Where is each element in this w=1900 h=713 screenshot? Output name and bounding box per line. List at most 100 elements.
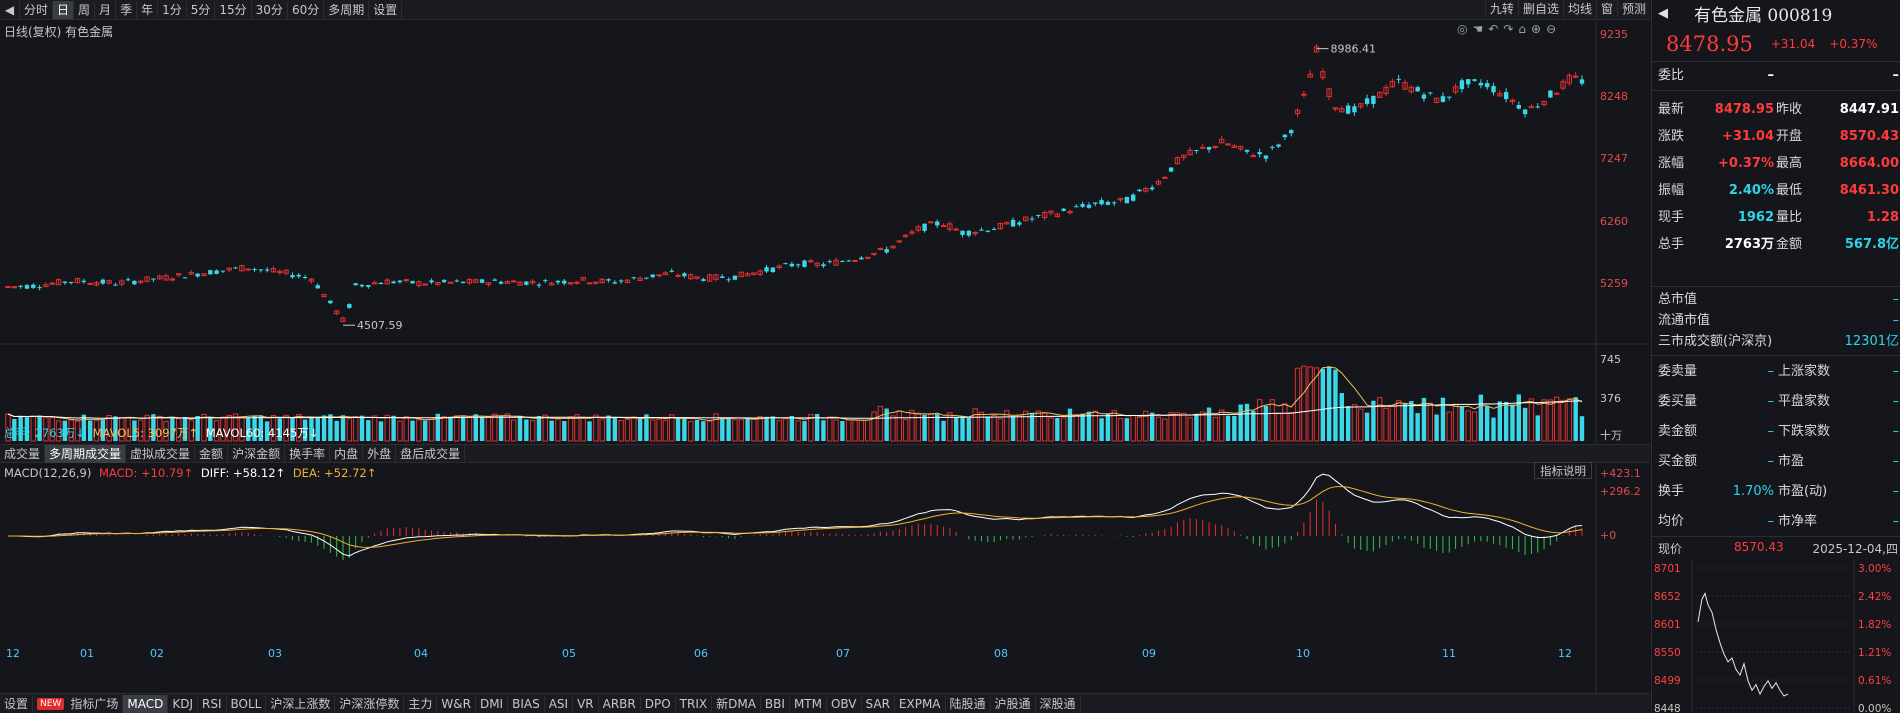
candle-body — [732, 275, 738, 280]
indicator-tab[interactable]: OBV — [827, 694, 862, 713]
volume-bar — [283, 414, 289, 442]
market-row: 三市成交额(沪深京) 12301亿 — [1652, 332, 1900, 352]
period-tab[interactable]: 年 — [137, 0, 159, 19]
volume-bar — [144, 414, 150, 442]
volume-bar — [182, 417, 188, 441]
candle-body — [1320, 71, 1326, 79]
indicator-tab[interactable]: BBI — [761, 694, 790, 713]
period-tab[interactable]: 5分 — [187, 0, 216, 19]
volume-unit: 十万 — [1600, 428, 1622, 442]
indicator-tab[interactable]: 沪深上涨数 — [266, 694, 336, 713]
indicator-tab[interactable]: 设置 — [0, 694, 34, 713]
zoom-in-icon[interactable]: ⊕ — [1531, 22, 1542, 36]
indicator-tab[interactable]: 指标广场 — [66, 694, 124, 713]
candle-body — [1004, 221, 1010, 225]
period-tab[interactable]: 30分 — [252, 0, 288, 19]
indicator-tab[interactable]: 陆股通 — [946, 694, 991, 713]
indicator-tab[interactable]: MACD — [123, 694, 169, 713]
period-tab[interactable]: 设置 — [369, 0, 403, 19]
period-tab[interactable]: 日 — [53, 0, 75, 19]
volume-tab[interactable]: 沪深金额 — [228, 444, 286, 463]
indicator-tab[interactable]: DPO — [641, 694, 676, 713]
indicator-tab[interactable]: SAR — [862, 694, 895, 713]
period-tab[interactable]: 多周期 — [324, 0, 370, 19]
indicator-tab[interactable]: BIAS — [508, 694, 545, 713]
indicator-help-button[interactable]: 指标说明 — [1534, 462, 1592, 479]
volume-bar — [1566, 398, 1573, 442]
volume-tab[interactable]: 外盘 — [363, 444, 397, 463]
period-tab[interactable]: 季 — [116, 0, 138, 19]
volume-bar — [346, 418, 353, 442]
period-tab[interactable]: 1分 — [158, 0, 187, 19]
volume-tab[interactable]: 盘后成交量 — [396, 444, 466, 463]
indicator-tab[interactable]: MTM — [790, 694, 827, 713]
market-row: 总市值 – — [1652, 290, 1900, 310]
candle-body — [985, 230, 990, 232]
volume-bar — [1528, 398, 1535, 442]
indicator-tab[interactable]: 沪股通 — [991, 694, 1036, 713]
volume-bar — [1124, 418, 1130, 441]
candle-body — [1244, 149, 1250, 152]
hand-icon[interactable]: ☚ — [1472, 22, 1484, 36]
indicator-tab[interactable]: 沪深涨停数 — [335, 694, 405, 713]
candle-body — [593, 281, 599, 284]
volume-tab[interactable]: 虚拟成交量 — [126, 444, 196, 463]
candle-body — [397, 280, 403, 283]
depth-row: 委买量 – 平盘家数 – — [1652, 392, 1900, 412]
nav-right-icon[interactable]: ◀ — [1658, 5, 1668, 21]
stock-header: ◀ 有色金属 000819 — [1658, 2, 1894, 26]
zoom-out-icon[interactable]: ⊖ — [1546, 22, 1557, 36]
undo-icon[interactable]: ↶ — [1488, 22, 1499, 36]
indicator-tab[interactable]: ARBR — [599, 694, 641, 713]
candle-body — [953, 228, 959, 231]
candle-body — [871, 252, 877, 255]
indicator-tab[interactable]: RSI — [198, 694, 227, 713]
candle-body — [1548, 90, 1553, 98]
toolbar-right-button[interactable]: 预测 — [1616, 0, 1650, 18]
indicator-tab[interactable]: BOLL — [227, 694, 267, 713]
toolbar-right-button[interactable]: 窗 — [1595, 0, 1617, 18]
indicator-tab[interactable]: ASI — [545, 694, 574, 713]
eye-icon[interactable]: ◎ — [1457, 22, 1468, 36]
nav-left-icon[interactable]: ◀ — [0, 0, 20, 19]
intraday-mini-chart[interactable]: 8701 3.00% 8652 2.42% 8601 1.82% 8550 1.21% 8499… — [1652, 560, 1900, 713]
redo-icon[interactable]: ↷ — [1503, 22, 1514, 36]
indicator-tab[interactable]: 主力 — [404, 694, 438, 713]
candle-body — [233, 267, 238, 269]
period-tab[interactable]: 周 — [74, 0, 96, 19]
quote-value-2: 567.8亿 — [1844, 237, 1899, 252]
volume-bar — [1187, 417, 1193, 442]
period-tab[interactable]: 分时 — [20, 0, 54, 19]
volume-tab[interactable]: 内盘 — [330, 444, 364, 463]
candle-body — [1509, 99, 1516, 103]
volume-tab[interactable]: 换手率 — [285, 444, 331, 463]
volume-bar — [960, 416, 965, 441]
indicator-tab[interactable]: 新DMA — [712, 694, 761, 713]
volume-bar — [1377, 397, 1383, 442]
indicator-tab[interactable]: DMI — [476, 694, 509, 713]
volume-tab[interactable]: 多周期成交量 — [45, 444, 127, 463]
volume-bar — [606, 415, 611, 441]
indicator-tab[interactable]: 深股通 — [1036, 694, 1081, 713]
volume-bar — [100, 419, 106, 441]
depth-label: 换手 — [1658, 484, 1685, 499]
volume-bar — [1421, 397, 1427, 441]
period-tab[interactable]: 15分 — [215, 0, 252, 19]
indicator-tab[interactable]: VR — [573, 694, 599, 713]
volume-tab[interactable]: 成交量 — [0, 444, 46, 463]
toolbar-right-button[interactable]: 均线 — [1562, 0, 1596, 18]
volume-tab[interactable]: 金额 — [195, 444, 229, 463]
period-tab[interactable]: 60分 — [288, 0, 325, 19]
indicator-tab[interactable]: TRIX — [676, 694, 713, 713]
toolbar-right-button[interactable]: 九转 — [1484, 0, 1518, 18]
indicator-tab[interactable]: EXPMA — [895, 694, 946, 713]
indicator-tab[interactable]: W&R — [437, 694, 476, 713]
kline-chart[interactable]: 9235 8248 7247 6260 5259 8986.41 4507.59 745 376… — [0, 21, 1650, 693]
toolbar-right-button[interactable]: 删自选 — [1517, 0, 1563, 18]
volume-bar — [460, 416, 466, 441]
x-axis-tick: 07 — [836, 647, 850, 660]
volume-bar — [175, 418, 182, 442]
period-tab[interactable]: 月 — [95, 0, 117, 19]
lock-icon[interactable]: ⌂ — [1518, 22, 1526, 36]
indicator-tab[interactable]: KDJ — [168, 694, 198, 713]
